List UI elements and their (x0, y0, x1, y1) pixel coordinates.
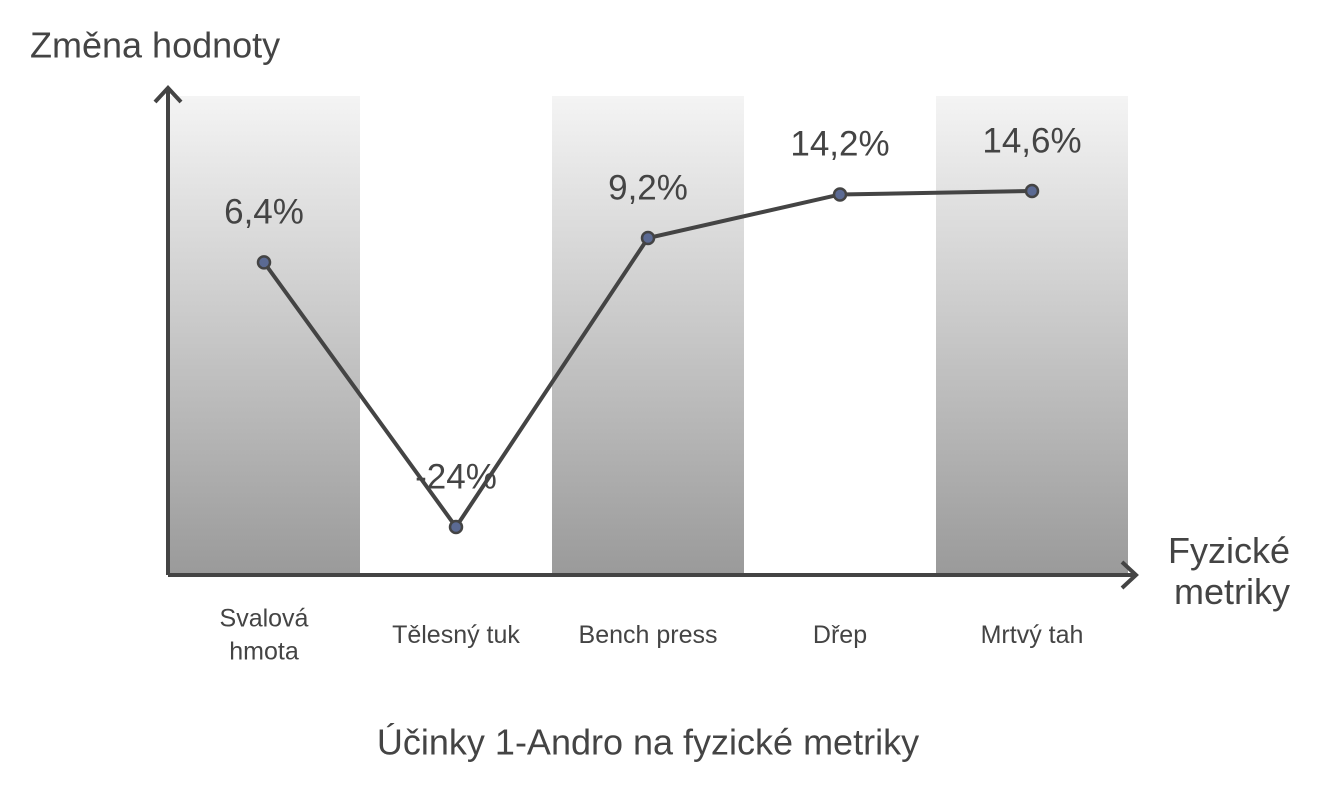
x-tick-label: Bench press (578, 620, 718, 649)
y-axis-arrow (153, 85, 183, 104)
data-label: 14,6% (982, 121, 1081, 160)
data-label: 9,2% (608, 168, 688, 207)
x-tick-label: Tělesný tuk (392, 620, 520, 649)
x-axis-arrow (1120, 560, 1139, 590)
data-label: 6,4% (224, 193, 304, 232)
point (448, 519, 464, 535)
data-label: -24% (415, 457, 497, 496)
y-axis-title: Změna hodnoty (30, 25, 280, 66)
point (832, 187, 848, 202)
x-tick-label: Svalová hmota (219, 604, 309, 666)
point (256, 255, 272, 270)
point (1024, 183, 1040, 199)
x-tick-label: Mrtvý tah (980, 620, 1084, 649)
x-axis-title: Fyzické metriky (1167, 530, 1290, 613)
chart-title: Účinky 1-Andro na fyzické metriky (377, 722, 919, 763)
point (640, 230, 656, 246)
band (168, 96, 360, 575)
band (936, 96, 1128, 575)
x-tick-label: Dřep (812, 620, 868, 649)
data-label: 14,2% (790, 125, 889, 164)
